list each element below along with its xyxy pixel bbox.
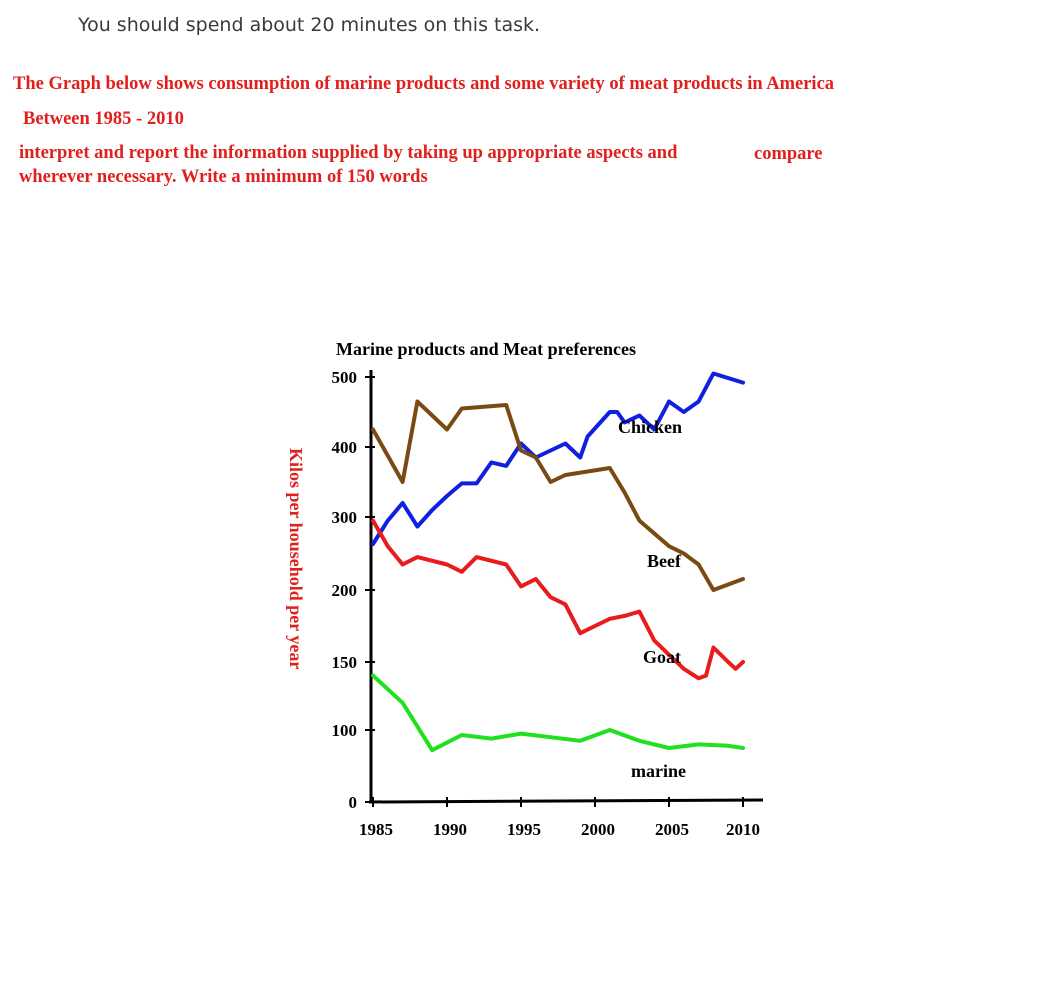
prompt-line-2: Between 1985 - 2010: [23, 109, 184, 129]
series-label-goat: Goat: [643, 647, 681, 667]
chart-title: Marine products and Meat preferences: [336, 339, 636, 359]
prompt-line-1: The Graph below shows consumption of mar…: [13, 74, 835, 94]
y-tick-label: 500: [332, 368, 358, 387]
x-tick-label: 2000: [581, 820, 615, 839]
x-axis: [368, 798, 764, 804]
x-tick-label: 1995: [507, 820, 541, 839]
series-label-chicken: Chicken: [618, 417, 682, 437]
task-instruction: You should spend about 20 minutes on thi…: [78, 14, 541, 36]
x-tick-label: 1990: [433, 820, 467, 839]
series-line-chicken: [371, 371, 745, 546]
y-tick-label: 300: [332, 508, 358, 527]
series-line-marine: [371, 673, 745, 753]
series-label-marine: marine: [631, 761, 686, 781]
y-axis-label: Kilos per household per year: [286, 448, 306, 669]
y-tick-label: 100: [332, 721, 358, 740]
prompt-line-4: wherever necessary. Write a minimum of 1…: [19, 167, 428, 187]
x-tick-label: 1985: [359, 820, 393, 839]
x-tick-label: 2010: [726, 820, 760, 839]
series-line-beef: [371, 399, 745, 592]
prompt-line-3: interpret and report the information sup…: [19, 143, 678, 163]
y-tick-label: 400: [332, 438, 358, 457]
y-tick-label: 150: [332, 653, 358, 672]
series-line-goat: [371, 518, 745, 681]
y-tick-label: 0: [349, 793, 358, 812]
x-tick-label: 2005: [655, 820, 689, 839]
y-tick-label: 200: [332, 581, 358, 600]
series-label-beef: Beef: [647, 551, 682, 571]
prompt-line-3-compare: compare: [754, 144, 823, 164]
